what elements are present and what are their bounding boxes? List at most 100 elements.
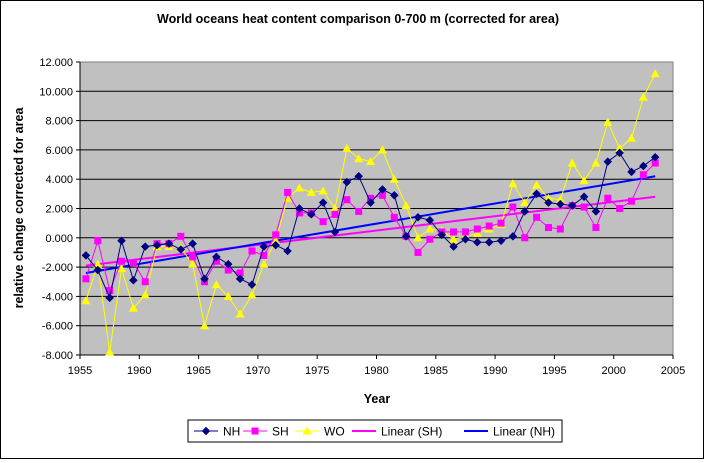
data-point-sh bbox=[295, 209, 303, 217]
legend-swatch-marker bbox=[251, 427, 259, 435]
data-point-nh bbox=[378, 185, 387, 194]
data-point-nh bbox=[354, 171, 364, 181]
x-tick-label: 1980 bbox=[364, 365, 388, 377]
x-tick-label: 1955 bbox=[68, 365, 92, 377]
data-point-nh bbox=[627, 167, 636, 177]
data-point-nh bbox=[544, 198, 553, 207]
axes bbox=[76, 61, 674, 359]
data-point-sh bbox=[212, 257, 220, 265]
data-point-wo bbox=[520, 198, 530, 207]
data-point-sh bbox=[556, 225, 564, 233]
data-point-nh bbox=[567, 201, 577, 210]
y-tick-labels: -8.000 -6.000 -4.000 -2.000 0.000 2.000 4.000 6… bbox=[39, 57, 73, 362]
y-tick-label: 2.000 bbox=[45, 204, 73, 216]
data-point-sh bbox=[461, 228, 469, 236]
data-point-sh bbox=[106, 287, 114, 295]
data-point-wo bbox=[330, 204, 340, 212]
legend-label: SH bbox=[272, 425, 289, 439]
data-point-nh bbox=[200, 274, 209, 284]
x-tick-label: 1965 bbox=[186, 365, 210, 377]
data-point-wo bbox=[401, 201, 411, 210]
data-point-sh bbox=[224, 266, 232, 274]
legend-item-sh: SH bbox=[243, 425, 289, 439]
data-point-nh bbox=[401, 231, 411, 241]
data-point-sh bbox=[544, 224, 552, 232]
data-point-wo bbox=[306, 187, 316, 196]
data-point-wo bbox=[81, 296, 91, 305]
data-point-sh bbox=[378, 191, 386, 199]
data-point-sh bbox=[473, 225, 481, 233]
data-point-nh bbox=[117, 236, 126, 246]
data-point-nh bbox=[579, 192, 589, 202]
data-point-sh bbox=[355, 207, 363, 215]
chart-title: World oceans heat content comparison 0-7… bbox=[157, 12, 559, 26]
data-point-wo bbox=[354, 154, 364, 163]
data-point-nh bbox=[235, 274, 245, 284]
data-point-sh bbox=[627, 197, 635, 205]
data-point-wo bbox=[259, 259, 269, 268]
y-tick-label: 12.000 bbox=[39, 57, 73, 69]
x-tick-label: 1970 bbox=[246, 365, 270, 377]
data-point-sh bbox=[426, 235, 434, 243]
data-point-sh bbox=[367, 194, 375, 202]
data-point-nh bbox=[425, 215, 435, 225]
data-point-wo bbox=[200, 321, 210, 330]
data-point-nh bbox=[389, 190, 399, 200]
x-tick-label: 1985 bbox=[424, 365, 448, 377]
data-point-nh bbox=[520, 207, 530, 216]
y-tick-label: -2.000 bbox=[42, 262, 73, 274]
x-tick-label: 2000 bbox=[601, 365, 625, 377]
data-point-nh bbox=[152, 240, 162, 250]
data-point-nh bbox=[140, 242, 150, 251]
data-point-wo bbox=[128, 303, 138, 312]
data-point-sh bbox=[319, 218, 327, 226]
data-point-wo bbox=[472, 228, 482, 237]
data-point-wo bbox=[271, 236, 281, 245]
data-point-wo bbox=[294, 183, 304, 192]
data-point-wo bbox=[555, 195, 565, 204]
x-tick-label: 1990 bbox=[483, 365, 507, 377]
legend: NH SH WO Linear (SH) Linear (NH) bbox=[187, 419, 563, 443]
x-tick-label: 1975 bbox=[305, 365, 329, 377]
data-point-nh bbox=[449, 242, 458, 251]
data-point-sh bbox=[331, 210, 339, 218]
data-point-wo bbox=[389, 174, 399, 183]
data-point-nh bbox=[366, 198, 375, 207]
data-point-wo bbox=[223, 291, 233, 300]
data-point-wo bbox=[638, 92, 648, 101]
gridlines bbox=[80, 90, 673, 327]
data-point-wo bbox=[211, 280, 221, 289]
data-point-wo bbox=[425, 224, 435, 233]
data-point-nh bbox=[81, 251, 91, 260]
data-point-wo bbox=[579, 176, 589, 185]
data-point-sh bbox=[485, 222, 493, 230]
x-tick-label: 2005 bbox=[661, 365, 685, 377]
y-tick-label: 0.000 bbox=[45, 233, 73, 245]
series-nh bbox=[81, 148, 660, 303]
data-point-nh bbox=[176, 245, 186, 254]
legend-item-nh: NH bbox=[194, 425, 240, 439]
data-point-sh bbox=[129, 259, 137, 267]
y-tick-label: 10.000 bbox=[39, 86, 73, 98]
data-point-sh bbox=[521, 234, 529, 242]
data-point-wo bbox=[615, 143, 625, 152]
data-point-wo bbox=[188, 259, 198, 268]
data-point-nh bbox=[318, 198, 328, 207]
y-tick-label: 6.000 bbox=[45, 145, 73, 157]
data-point-sh bbox=[604, 194, 612, 202]
x-axis-label: Year bbox=[364, 392, 391, 406]
data-point-nh bbox=[650, 152, 660, 162]
data-point-wo bbox=[449, 234, 459, 243]
data-point-sh bbox=[236, 269, 244, 277]
data-point-nh bbox=[164, 239, 174, 249]
data-point-sh bbox=[450, 228, 458, 236]
data-point-sh bbox=[94, 237, 102, 245]
data-point-sh bbox=[141, 278, 149, 286]
legend-item-linear-sh: Linear (SH) bbox=[352, 425, 442, 439]
data-point-nh bbox=[212, 252, 221, 262]
data-point-sh bbox=[260, 251, 268, 259]
data-point-sh bbox=[248, 247, 256, 255]
data-point-wo bbox=[603, 117, 613, 126]
data-point-nh bbox=[105, 293, 115, 303]
